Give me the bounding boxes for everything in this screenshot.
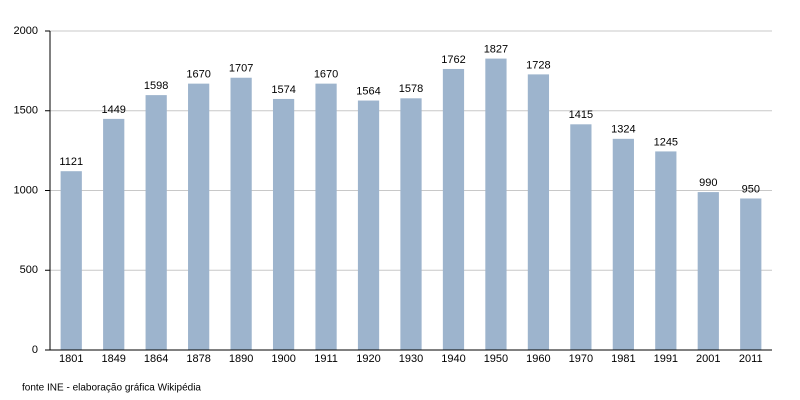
y-tick-label: 1000	[14, 184, 38, 196]
bar	[357, 100, 380, 351]
data-label: 1578	[399, 83, 423, 95]
x-tick-label: 1801	[59, 353, 83, 365]
data-label: 1827	[484, 43, 508, 55]
x-tick-label: 1878	[186, 353, 210, 365]
data-label: 1449	[101, 104, 125, 116]
data-label: 1324	[611, 124, 635, 136]
x-tick-label: 1991	[654, 353, 678, 365]
data-label: 1598	[144, 80, 168, 92]
bar	[272, 98, 295, 351]
data-label: 1415	[569, 109, 593, 121]
data-label: 950	[742, 183, 760, 195]
x-tick-label: 1920	[356, 353, 380, 365]
bar	[655, 151, 677, 350]
bar	[145, 95, 167, 350]
bar	[103, 118, 125, 351]
data-label: 1121	[59, 156, 83, 168]
bar	[570, 124, 592, 351]
x-tick-label: 1930	[399, 353, 423, 365]
data-label: 1670	[314, 69, 338, 81]
y-tick-label: 500	[20, 264, 38, 276]
x-tick-label: 1970	[569, 353, 593, 365]
source-note: fonte INE - elaboração gráfica Wikipédia	[22, 383, 201, 394]
bar	[315, 83, 337, 350]
data-label: 1564	[356, 85, 380, 97]
data-label: 1762	[441, 54, 465, 66]
x-tick-label: 1890	[229, 353, 253, 365]
data-label: 1670	[186, 69, 210, 81]
data-label: 1728	[526, 59, 550, 71]
data-label: 1245	[654, 136, 678, 148]
x-tick-label: 1849	[101, 353, 125, 365]
data-label: 990	[699, 177, 717, 189]
x-tick-label: 1981	[611, 353, 635, 365]
bar	[527, 74, 550, 350]
y-tick-label: 2000	[14, 25, 38, 37]
bar	[230, 77, 252, 351]
x-tick-label: 1911	[314, 353, 338, 365]
bar	[442, 68, 465, 350]
y-tick-label: 0	[32, 344, 38, 356]
x-tick-label: 1950	[484, 353, 508, 365]
bar	[400, 98, 422, 351]
bar	[697, 192, 719, 350]
bar	[612, 138, 634, 350]
x-tick-label: 1864	[144, 353, 168, 365]
bar	[188, 83, 210, 350]
bar	[485, 58, 507, 350]
bar	[60, 171, 82, 350]
y-tick-label: 1500	[14, 105, 38, 117]
data-label: 1574	[271, 84, 295, 96]
x-tick-label: 1960	[526, 353, 550, 365]
bar	[740, 198, 762, 350]
x-tick-label: 2001	[696, 353, 720, 365]
x-tick-label: 2011	[739, 353, 763, 365]
data-label: 1707	[229, 63, 253, 75]
x-tick-label: 1900	[271, 353, 295, 365]
x-tick-label: 1940	[441, 353, 465, 365]
